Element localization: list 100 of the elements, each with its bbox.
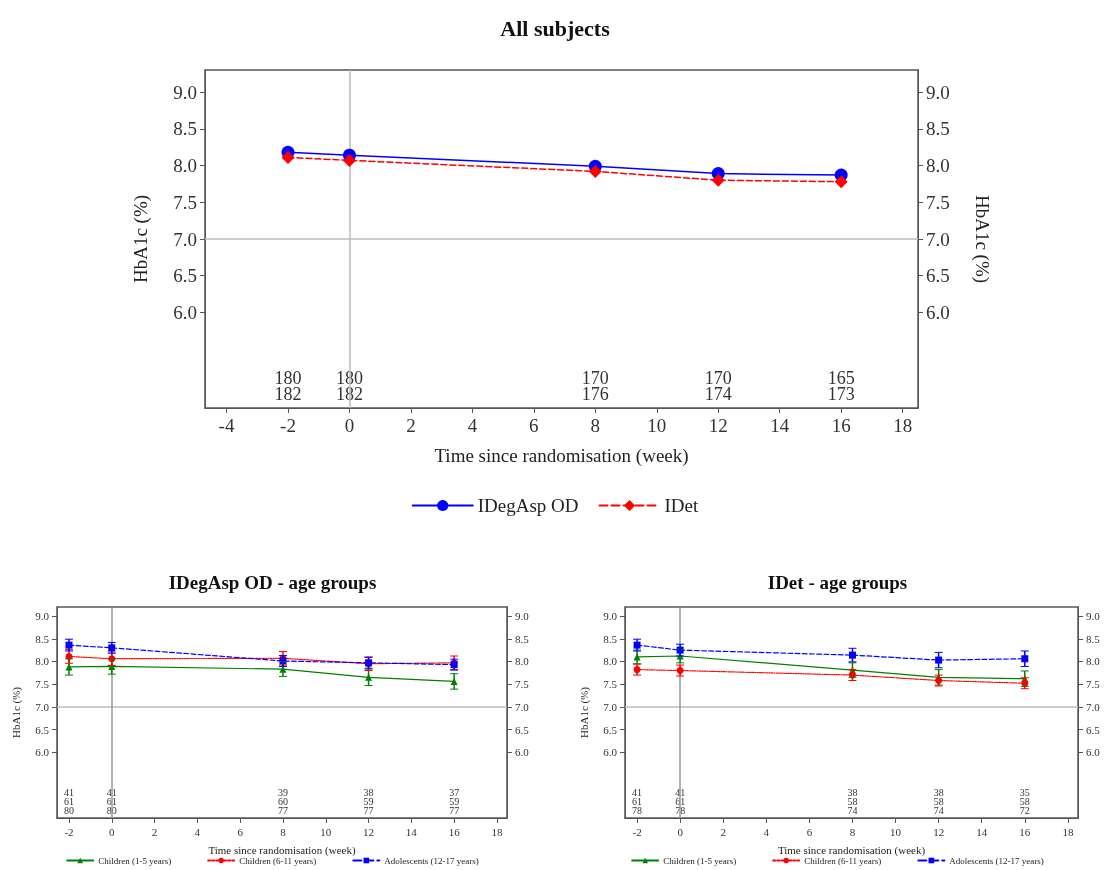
x-tick-label: 2 <box>406 415 416 436</box>
annotation: 39 <box>277 786 288 798</box>
y-tick-label: 6.0 <box>173 301 197 323</box>
x-tick-label: 14 <box>770 415 790 436</box>
x-tick-label: 16 <box>448 825 461 838</box>
y2-axis-title: HbA1c (%) <box>971 194 993 284</box>
annotation: 58 <box>1019 795 1030 807</box>
annotation: 77 <box>363 804 374 816</box>
annotation: 61 <box>63 795 74 807</box>
x-tick-label: 16 <box>831 415 851 436</box>
x-tick-label: 8 <box>280 825 287 838</box>
x-tick-label: -2 <box>64 825 74 838</box>
y2-tick-label: 6.5 <box>1086 723 1101 736</box>
y2-tick-label: 9.0 <box>926 81 950 103</box>
y-tick-label: 7.5 <box>603 678 618 691</box>
chart-title: All subjects <box>500 15 611 41</box>
y-tick-label: 6.0 <box>35 746 50 759</box>
x-tick-label: 0 <box>677 825 684 838</box>
x-tick-label: 6 <box>529 415 539 436</box>
x-tick-label: 10 <box>320 825 332 838</box>
y2-tick-label: 6.5 <box>515 723 530 736</box>
annotation: 41 <box>675 786 686 798</box>
annotation: 78 <box>632 804 643 816</box>
y-tick-label: 6.5 <box>603 723 618 736</box>
y2-tick-label: 7.0 <box>515 700 530 713</box>
annotation: 60 <box>277 795 288 807</box>
y-tick-label: 9.0 <box>173 81 197 103</box>
x-tick-label: 4 <box>194 825 201 838</box>
annotation: 80 <box>63 804 74 816</box>
y2-tick-label: 6.5 <box>926 265 950 287</box>
x-tick-label: 0 <box>109 825 116 838</box>
annotation: 78 <box>675 804 686 816</box>
chart-title: IDet - age groups <box>767 572 908 593</box>
y2-tick-label: 8.0 <box>1086 655 1101 668</box>
y2-tick-label: 8.5 <box>1086 632 1101 645</box>
y-tick-label: 8.0 <box>35 655 50 668</box>
x-tick-label: -2 <box>632 825 642 838</box>
legend-label: Adolescents (12-17 years) <box>949 855 1044 866</box>
x-tick-label: 12 <box>363 825 375 838</box>
annotation: 41 <box>106 786 117 798</box>
legend-label: Adolescents (12-17 years) <box>384 855 479 866</box>
annotation: 38 <box>847 786 858 798</box>
y-tick-label: 8.0 <box>603 655 618 668</box>
y-tick-label: 7.5 <box>173 191 197 213</box>
x-tick-label: 8 <box>590 415 601 436</box>
annotation: 74 <box>933 804 944 816</box>
y-tick-label: 7.5 <box>35 678 50 691</box>
y2-tick-label: 8.0 <box>926 155 950 177</box>
annotation: 61 <box>675 795 686 807</box>
y2-tick-label: 9.0 <box>1086 610 1101 623</box>
x-axis-title: Time since randomisation (week) <box>777 843 926 857</box>
y2-tick-label: 8.5 <box>926 118 950 140</box>
y2-tick-label: 7.5 <box>515 678 530 691</box>
y-tick-label: 6.0 <box>603 746 618 759</box>
annotation: 80 <box>106 804 117 816</box>
annotation: 72 <box>1019 804 1030 816</box>
x-tick-label: 18 <box>1062 825 1074 838</box>
annotation: 59 <box>449 795 460 807</box>
annotation: 38 <box>363 786 374 798</box>
y2-tick-label: 7.0 <box>1086 700 1101 713</box>
x-tick-label: 6 <box>237 825 244 838</box>
y-axis-title: HbA1c (%) <box>577 686 591 739</box>
annotation: 58 <box>933 795 944 807</box>
x-tick-label: -4 <box>218 415 235 436</box>
legend-label: Children (6-11 years) <box>804 855 882 866</box>
y2-tick-label: 8.5 <box>515 632 530 645</box>
annotation: 37 <box>449 786 460 798</box>
y2-tick-label: 7.5 <box>1086 678 1101 691</box>
y-tick-label: 7.0 <box>35 700 50 713</box>
x-tick-label: 18 <box>491 825 503 838</box>
legend-label: Children (6-11 years) <box>239 855 317 866</box>
x-tick-label: 12 <box>933 825 945 838</box>
y-tick-label: 6.5 <box>35 723 50 736</box>
annotation: 74 <box>847 804 858 816</box>
legend-label: IDegAsp OD <box>477 495 579 516</box>
y-tick-label: 7.0 <box>603 700 618 713</box>
y-tick-label: 8.5 <box>35 632 50 645</box>
x-axis-title: Time since randomisation (week) <box>208 843 356 857</box>
x-tick-label: 2 <box>720 825 726 838</box>
x-tick-label: 4 <box>467 415 478 436</box>
y-tick-label: 9.0 <box>603 610 618 623</box>
x-tick-label: 8 <box>849 825 856 838</box>
x-tick-label: 4 <box>763 825 770 838</box>
x-tick-label: 14 <box>405 825 418 838</box>
annotation: 77 <box>449 804 460 816</box>
x-tick-label: 12 <box>708 415 728 436</box>
y-tick-label: 7.0 <box>173 228 197 250</box>
x-tick-label: 2 <box>151 825 158 838</box>
x-tick-label: 18 <box>893 415 913 436</box>
y2-tick-label: 7.0 <box>926 228 950 250</box>
y-axis-title: HbA1c (%) <box>130 194 152 284</box>
annotation: 38 <box>933 786 944 798</box>
y-tick-label: 8.5 <box>173 118 197 140</box>
x-axis-title: Time since randomisation (week) <box>434 445 689 467</box>
annotation: 41 <box>632 786 643 798</box>
y-tick-label: 8.5 <box>603 632 618 645</box>
y2-tick-label: 7.5 <box>926 191 950 213</box>
legend-label: Children (1-5 years) <box>663 855 737 866</box>
annotation: 61 <box>632 795 643 807</box>
y-tick-label: 8.0 <box>173 155 197 177</box>
